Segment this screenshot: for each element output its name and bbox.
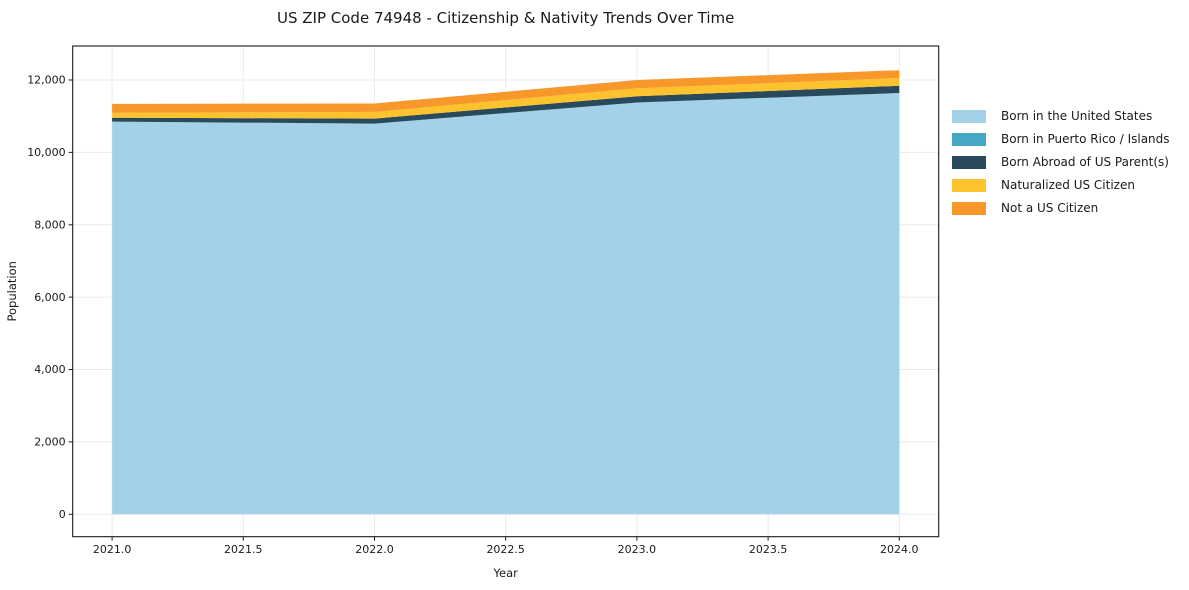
x-tick-label: 2022.5 [486, 543, 525, 556]
x-tick-label: 2024.0 [880, 543, 919, 556]
legend-label: Not a US Citizen [1001, 201, 1099, 215]
area-series-4 [112, 70, 900, 113]
x-tick-label: 2023.5 [749, 543, 788, 556]
legend-item-3: Naturalized US Citizen [952, 179, 1170, 192]
y-tick-label: 12,000 [27, 74, 66, 87]
chart-title: US ZIP Code 74948 - Citizenship & Nativi… [277, 9, 734, 27]
legend-label: Naturalized US Citizen [1001, 178, 1135, 192]
y-axis-label: Population [5, 261, 19, 321]
y-tick-label: 4,000 [34, 363, 66, 376]
legend: Born in the United States Born in Puerto … [952, 110, 1170, 225]
legend-label: Born in Puerto Rico / Islands [1001, 132, 1170, 146]
legend-item-0: Born in the United States [952, 110, 1170, 123]
y-tick-label: 2,000 [34, 436, 66, 449]
x-tick-label: 2023.0 [618, 543, 657, 556]
y-tick-label: 10,000 [27, 146, 66, 159]
x-tick-label: 2021.5 [224, 543, 263, 556]
legend-label: Born Abroad of US Parent(s) [1001, 155, 1169, 169]
legend-item-2: Born Abroad of US Parent(s) [952, 156, 1170, 169]
area-series-layer [112, 70, 900, 515]
y-tick-label: 0 [59, 508, 66, 521]
legend-swatch [952, 156, 986, 169]
legend-swatch [952, 110, 986, 123]
x-tick-label: 2022.0 [355, 543, 394, 556]
y-tick-label: 6,000 [34, 291, 66, 304]
y-tick-label: 8,000 [34, 219, 66, 232]
axis-ticks: 2021.0 2021.5 2022.0 2022.5 2023.0 2023.5 2024… [27, 74, 918, 557]
legend-item-1: Born in Puerto Rico / Islands [952, 133, 1170, 146]
area-series-2 [112, 85, 900, 124]
area-series-0 [112, 93, 900, 515]
x-axis-label: Year [493, 566, 519, 580]
area-series-3 [112, 78, 900, 119]
legend-label: Born in the United States [1001, 109, 1153, 123]
legend-item-4: Not a US Citizen [952, 202, 1170, 215]
legend-swatch [952, 179, 986, 192]
x-tick-label: 2021.0 [93, 543, 132, 556]
legend-swatch [952, 133, 986, 146]
legend-swatch [952, 202, 986, 215]
